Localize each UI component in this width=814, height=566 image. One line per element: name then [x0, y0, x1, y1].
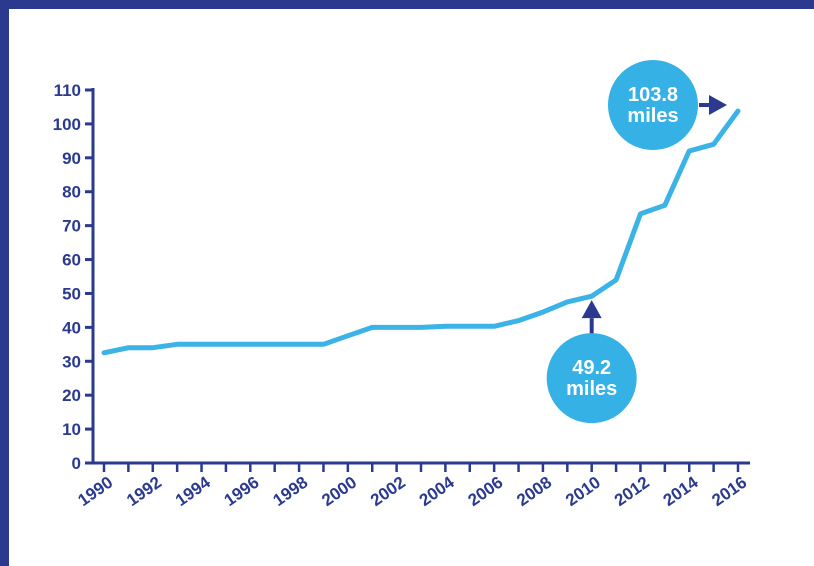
x-tick-label: 1996 [221, 473, 263, 510]
x-tick-label: 2012 [611, 473, 653, 510]
y-tick-label: 30 [62, 352, 81, 371]
x-tick-label: 2002 [367, 473, 409, 510]
series [101, 108, 741, 356]
y-tick-label: 70 [62, 217, 81, 236]
x-tick-label: 2006 [465, 473, 507, 510]
x-tick-label: 2000 [318, 473, 360, 510]
annotation-2010-bubble [546, 333, 637, 424]
x-tick-label: 2008 [513, 473, 555, 510]
x-tick-label: 2010 [562, 473, 604, 510]
arrow-shaft-2016 [699, 103, 711, 108]
x-tick-label: 2016 [708, 473, 750, 510]
x-tick-label: 1990 [74, 473, 116, 510]
x-axis: 1990 1992 1994 1996 1998 2000 2002 2004 2006 2008… [74, 461, 750, 510]
y-tick-label: 10 [62, 420, 81, 439]
annotation-2010-value: 49.2 [572, 357, 611, 379]
y-tick-label: 60 [62, 251, 81, 270]
y-tick-label: 50 [62, 284, 81, 303]
annotation-2016-value: 103.8 [628, 84, 678, 106]
y-axis: 0 10 20 30 40 50 60 70 80 90 100 110 [53, 81, 95, 473]
arrow-shaft-2010 [589, 318, 594, 337]
x-tick-label: 1994 [172, 472, 214, 510]
annotation-2010-unit: miles [566, 378, 617, 400]
arrow-right-icon [709, 95, 727, 116]
arrow-up-icon [581, 300, 602, 319]
x-tick-label: 2014 [660, 472, 702, 510]
x-tick-label: 1992 [123, 473, 165, 510]
y-tick-label: 80 [62, 183, 81, 202]
y-tick-label: 0 [72, 454, 81, 473]
series-line [101, 108, 741, 356]
y-tick-label: 90 [62, 149, 81, 168]
x-tick-label: 2004 [416, 472, 458, 510]
y-tick-label: 40 [62, 318, 81, 337]
y-tick-label: 110 [54, 81, 81, 100]
annotation-2016-unit: miles [627, 105, 678, 127]
y-tick-label: 20 [62, 386, 81, 405]
x-tick-label: 1998 [269, 473, 311, 510]
annotation-2016-bubble [608, 60, 698, 151]
y-tick-label: 100 [53, 115, 81, 134]
